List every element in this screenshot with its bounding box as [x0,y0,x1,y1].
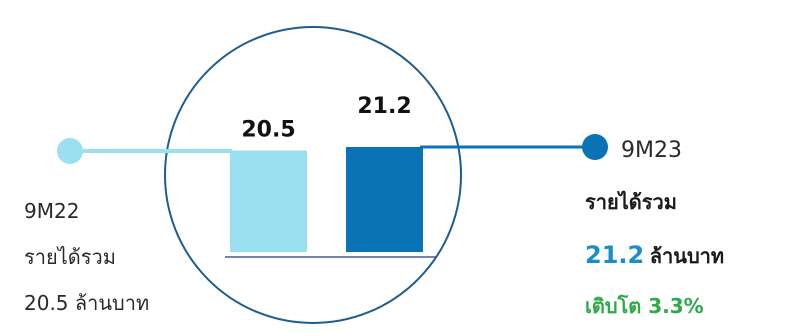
bars-group: 20.5 21.2 [230,94,423,252]
chart-circle-outline [164,26,462,324]
right-marker-dot [582,134,608,160]
bar-value-label-9M22: 20.5 [241,117,295,142]
bar-value-label-9M23: 21.2 [357,94,411,119]
right-revenue-unit: ล้านบาท [649,244,725,268]
left-info-block: 9M22 รายได้รวม 20.5 ล้านบาท [24,188,149,326]
left-revenue-label: รายได้รวม [24,245,116,269]
growth-label: เติบโต 3.3% [585,294,704,318]
right-revenue-value-row: 21.2 ล้านบาท [585,240,724,272]
left-revenue-value: 20.5 ล้านบาท [24,291,150,315]
bar-9M22 [230,150,307,252]
right-period-label: 9M23 [621,138,682,163]
left-marker-dot [57,138,83,164]
right-revenue-value: 21.2 [585,241,645,269]
bar-9M23 [346,147,423,252]
right-revenue-label: รายได้รวม [585,190,677,214]
left-period-label: 9M22 [24,199,80,223]
